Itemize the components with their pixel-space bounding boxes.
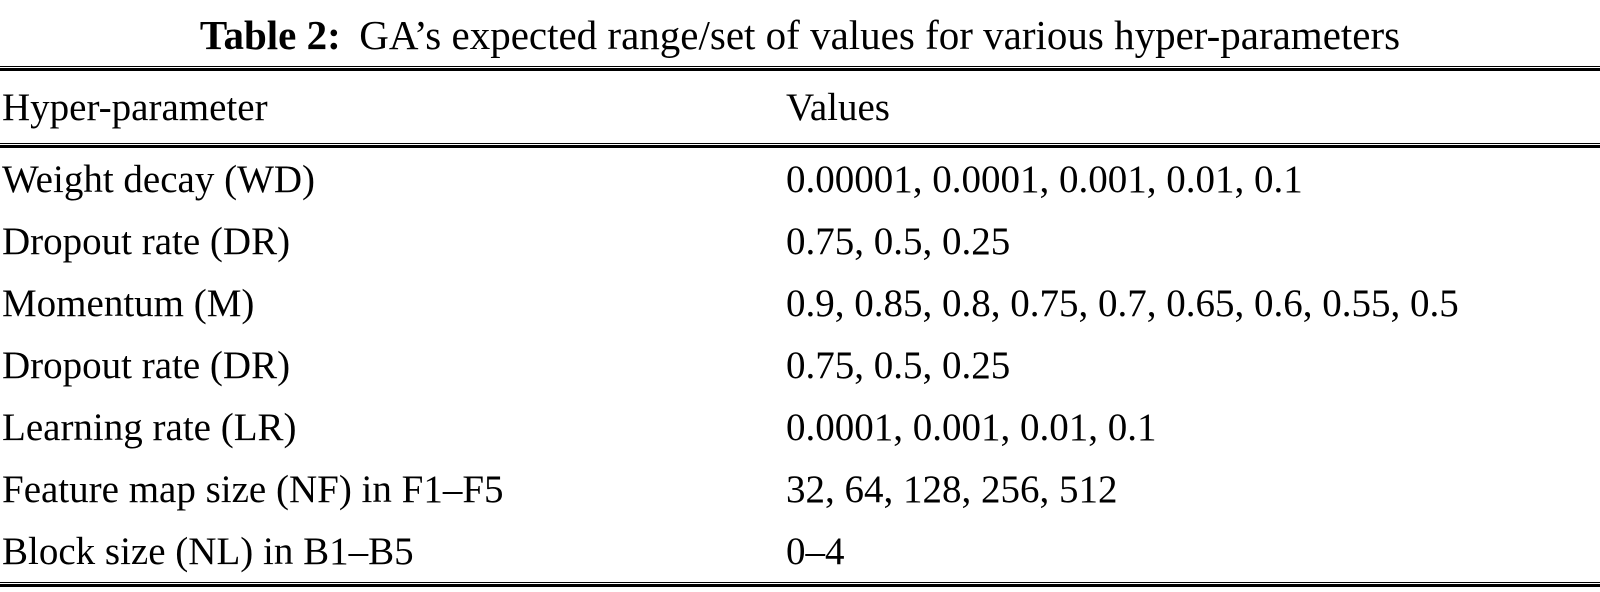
column-header-hyper-parameter: Hyper-parameter — [2, 85, 268, 129]
table-caption-text: GA’s expected range/set of values for va… — [359, 12, 1401, 58]
table-row: Dropout rate (DR) 0.75, 0.5, 0.25 — [0, 334, 1600, 396]
table-caption: Table 2: GA’s expected range/set of value… — [0, 6, 1600, 64]
column-header-values: Values — [786, 85, 890, 129]
table-row: Block size (NL) in B1–B5 0–4 — [0, 520, 1600, 582]
values-cell: 0.0001, 0.001, 0.01, 0.1 — [786, 405, 1157, 449]
table-row: Weight decay (WD) 0.00001, 0.0001, 0.001… — [0, 148, 1600, 210]
param-cell: Learning rate (LR) — [2, 405, 297, 449]
values-cell: 0.75, 0.5, 0.25 — [786, 219, 1011, 263]
param-cell: Weight decay (WD) — [2, 157, 316, 201]
table-header-rule — [0, 143, 1600, 148]
table-row: Learning rate (LR) 0.0001, 0.001, 0.01, … — [0, 396, 1600, 458]
values-cell: 0–4 — [786, 529, 845, 573]
table-caption-label: Table 2: — [199, 12, 341, 58]
param-cell: Block size (NL) in B1–B5 — [2, 529, 414, 573]
table-row: Momentum (M) 0.9, 0.85, 0.8, 0.75, 0.7, … — [0, 272, 1600, 334]
param-cell: Dropout rate (DR) — [2, 343, 291, 387]
values-cell: 0.00001, 0.0001, 0.001, 0.01, 0.1 — [786, 157, 1303, 201]
values-cell: 32, 64, 128, 256, 512 — [786, 467, 1118, 511]
table-row: Dropout rate (DR) 0.75, 0.5, 0.25 — [0, 210, 1600, 272]
param-cell: Dropout rate (DR) — [2, 219, 291, 263]
param-cell: Feature map size (NF) in F1–F5 — [2, 467, 504, 511]
values-cell: 0.75, 0.5, 0.25 — [786, 343, 1011, 387]
table-top-rule — [0, 66, 1600, 71]
table-bottom-rule — [0, 582, 1600, 587]
table-header-row: Hyper-parameter Values — [0, 71, 1600, 143]
table-body: Weight decay (WD) 0.00001, 0.0001, 0.001… — [0, 148, 1600, 582]
param-cell: Momentum (M) — [2, 281, 255, 325]
table-row: Feature map size (NF) in F1–F5 32, 64, 1… — [0, 458, 1600, 520]
values-cell: 0.9, 0.85, 0.8, 0.75, 0.7, 0.65, 0.6, 0.… — [786, 281, 1459, 325]
